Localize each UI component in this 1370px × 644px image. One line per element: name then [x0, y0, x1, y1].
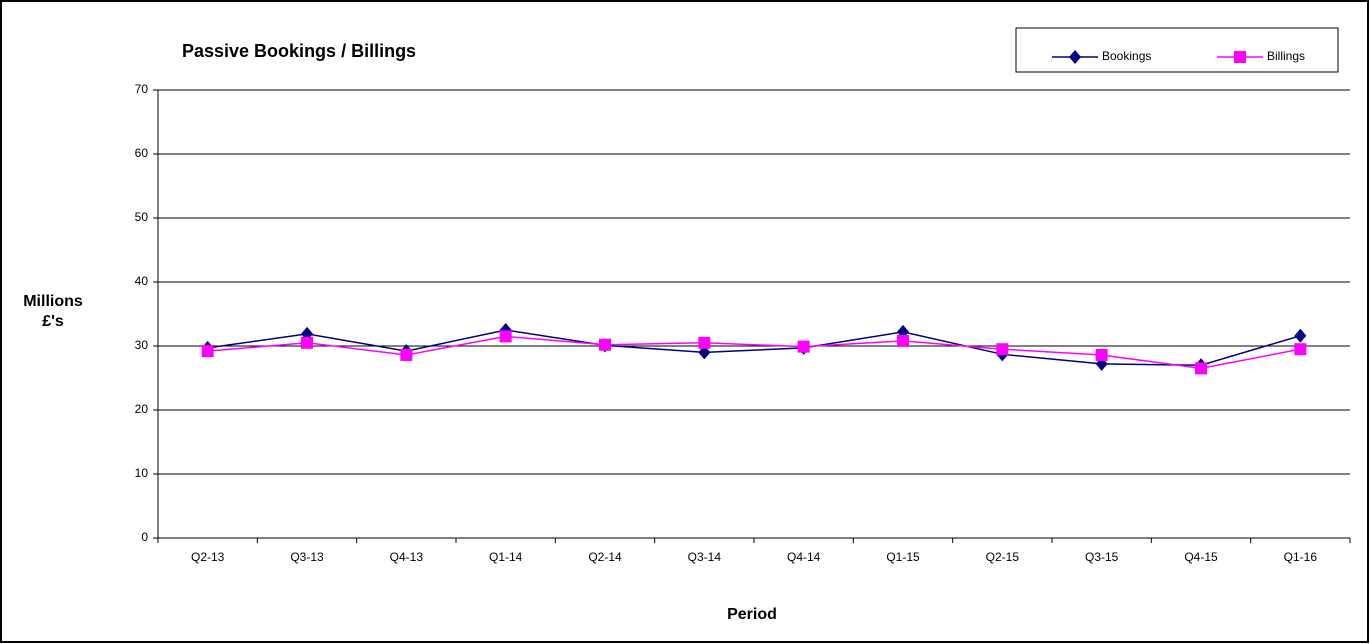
- y-tick-label: 70: [135, 82, 149, 96]
- marker: [797, 340, 810, 353]
- x-tick-label: Q3-14: [688, 550, 722, 564]
- marker: [301, 336, 313, 349]
- y-tick-label: 30: [135, 338, 149, 352]
- marker: [698, 345, 711, 360]
- x-tick-label: Q4-13: [390, 550, 424, 564]
- marker: [499, 330, 512, 343]
- legend: [1015, 27, 1339, 73]
- x-tick-label: Q2-15: [986, 550, 1020, 564]
- x-tick-label: Q2-13: [191, 550, 225, 564]
- marker: [201, 345, 214, 358]
- x-tick-label: Q4-14: [787, 550, 821, 564]
- x-tick-label: Q1-15: [886, 550, 920, 564]
- marker: [996, 343, 1009, 356]
- y-tick-label: 60: [135, 146, 149, 160]
- marker: [897, 334, 909, 347]
- marker: [1095, 348, 1108, 361]
- x-tick-label: Q3-15: [1085, 550, 1119, 564]
- y-axis-label: Millions £'s: [23, 293, 83, 330]
- chart-title: Passive Bookings / Billings: [182, 41, 416, 61]
- marker: [698, 336, 711, 349]
- x-tick-label: Q4-15: [1184, 550, 1218, 564]
- y-tick-label: 50: [135, 210, 149, 224]
- y-tick-label: 0: [141, 530, 148, 544]
- marker: [1234, 51, 1246, 63]
- x-tick-label: Q1-14: [489, 550, 523, 564]
- x-tick-label: Q2-14: [588, 550, 622, 564]
- x-tick-label: Q1-16: [1284, 550, 1318, 564]
- y-tick-label: 10: [135, 466, 149, 480]
- series-line: [207, 335, 1301, 370]
- series-line: [207, 329, 1301, 366]
- marker: [1294, 343, 1307, 356]
- marker: [1069, 50, 1081, 64]
- marker: [1294, 328, 1307, 343]
- x-axis-label: Period: [727, 606, 777, 623]
- marker: [400, 348, 413, 361]
- legend-label: Bookings: [1102, 49, 1151, 63]
- marker: [599, 338, 611, 351]
- y-tick-label: 40: [135, 274, 149, 288]
- legend-label: Billings: [1267, 49, 1305, 63]
- marker: [1195, 362, 1207, 375]
- y-tick-label: 20: [135, 402, 149, 416]
- x-tick-label: Q3-13: [290, 550, 324, 564]
